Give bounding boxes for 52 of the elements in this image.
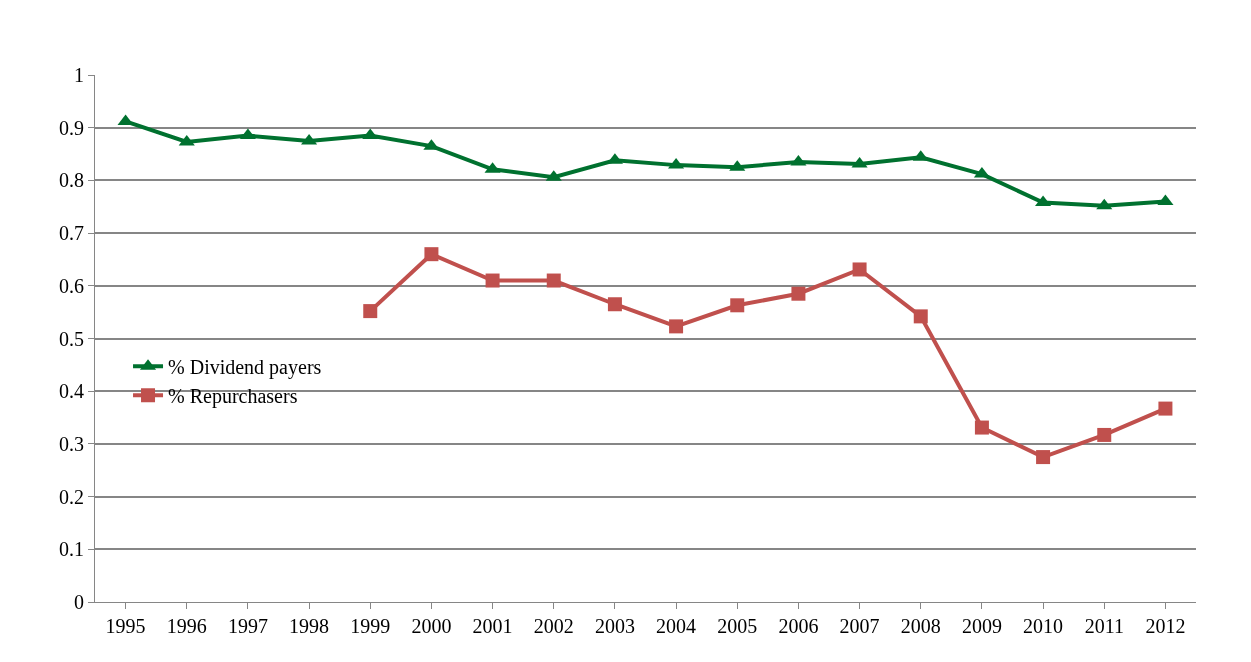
point xyxy=(485,273,500,288)
y-tick-label: 1 xyxy=(74,64,84,86)
point xyxy=(1096,198,1113,210)
point xyxy=(974,420,989,435)
point xyxy=(362,128,379,140)
x-tick-label: 2001 xyxy=(472,615,513,637)
point xyxy=(178,134,195,146)
x-tick-label: 1998 xyxy=(289,615,330,637)
y-tick-label: 0.9 xyxy=(59,116,84,139)
x-tick-label: 2005 xyxy=(717,615,758,637)
y-tick-label: 0.7 xyxy=(59,222,84,245)
point xyxy=(1158,401,1173,416)
point xyxy=(852,262,867,277)
y-tick-label: 0.1 xyxy=(59,538,84,561)
x-tick-label: 2010 xyxy=(1023,615,1064,637)
x-tick-label: 1995 xyxy=(105,615,146,637)
x-tick-label: 2000 xyxy=(411,615,452,637)
y-tick-label: 0 xyxy=(74,591,84,613)
y-tick-label: 0.3 xyxy=(59,432,84,455)
x-tick-label: 1999 xyxy=(350,615,391,637)
x-tick-label: 2006 xyxy=(778,615,819,637)
y-tick-label: 0.6 xyxy=(59,274,84,297)
point xyxy=(1036,450,1051,465)
point xyxy=(424,247,439,262)
point xyxy=(607,297,622,312)
point xyxy=(790,154,807,166)
point xyxy=(301,133,318,145)
point xyxy=(730,298,745,313)
point xyxy=(1097,427,1112,442)
y-tick-label: 0.5 xyxy=(59,327,84,350)
x-tick-label: 2007 xyxy=(839,615,880,637)
point xyxy=(1035,195,1052,207)
x-tick-label: 1996 xyxy=(166,615,207,637)
legend-label: % Repurchasers xyxy=(168,384,298,408)
y-tick-label: 0.2 xyxy=(59,485,84,508)
x-tick-label: 2011 xyxy=(1084,615,1124,637)
legend-label: % Dividend payers xyxy=(168,355,322,379)
point xyxy=(239,128,256,140)
point xyxy=(669,319,684,334)
point xyxy=(913,309,928,324)
x-tick-label: 2004 xyxy=(656,615,697,637)
x-tick-label: 2008 xyxy=(900,615,941,637)
x-tick-label: 1997 xyxy=(227,615,268,637)
x-tick-label: 2012 xyxy=(1145,615,1186,637)
y-tick-label: 0.8 xyxy=(59,169,84,192)
point xyxy=(363,304,378,319)
y-tick-label: 0.4 xyxy=(59,380,84,403)
point xyxy=(791,286,806,301)
point xyxy=(546,273,561,288)
x-tick-label: 2009 xyxy=(961,615,1002,637)
x-tick-label: 2002 xyxy=(533,615,574,637)
x-tick-label: 2003 xyxy=(594,615,635,637)
